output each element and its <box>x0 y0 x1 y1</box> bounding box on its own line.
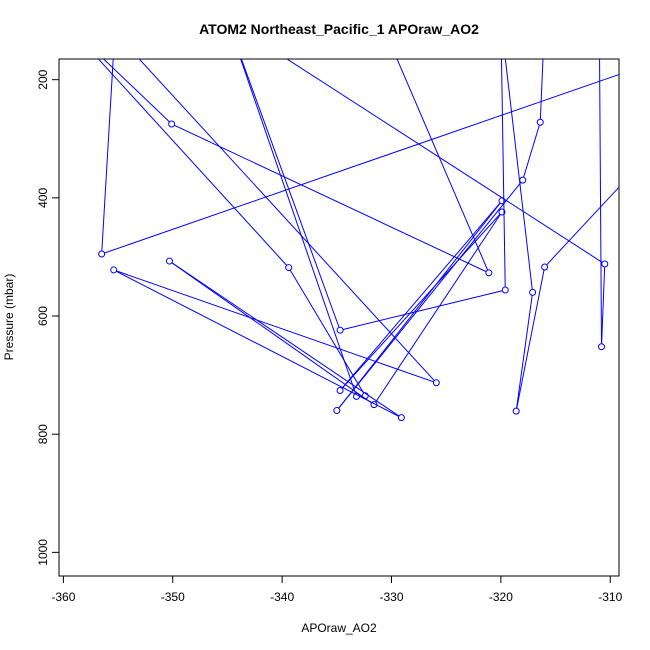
data-point <box>598 343 605 351</box>
data-point <box>529 288 537 296</box>
data-point <box>485 269 493 277</box>
y-tick-label: 400 <box>36 188 50 208</box>
data-point <box>596 18 602 24</box>
data-point <box>601 260 609 268</box>
data-point <box>336 386 344 394</box>
chart-title: ATOM2 Northeast_Pacific_1 APOraw_AO2 <box>199 21 479 37</box>
data-point <box>165 257 173 265</box>
data-point <box>498 208 506 216</box>
data-point <box>168 120 176 128</box>
y-tick-label: 600 <box>36 306 50 326</box>
data-point <box>542 18 548 24</box>
series-line-segment <box>601 267 606 344</box>
series-line-segment <box>240 59 356 394</box>
series-line-segment <box>286 59 603 263</box>
series-line-segment <box>523 124 540 178</box>
data-point <box>432 379 440 387</box>
data-point <box>112 29 118 35</box>
data-point <box>361 392 369 400</box>
series-line-segment <box>546 186 619 266</box>
y-tick-label: 200 <box>36 69 50 89</box>
x-tick-label: -340 <box>270 590 294 604</box>
series-line-segment <box>116 270 399 417</box>
x-axis-label: APOraw_AO2 <box>301 621 377 635</box>
x-tick-label: -310 <box>598 590 622 604</box>
series-line-segment <box>341 202 501 389</box>
series-line-segment <box>500 59 506 288</box>
x-tick-label: -360 <box>51 590 75 604</box>
data-point <box>285 264 293 272</box>
series-line-segment <box>116 270 434 383</box>
series-line-segment <box>171 262 372 404</box>
series-line-segment <box>289 269 365 394</box>
data-point <box>541 263 549 271</box>
x-tick-label: -320 <box>489 590 513 604</box>
y-axis-label: Pressure (mbar) <box>2 274 16 361</box>
series-line-segment <box>138 59 435 381</box>
data-point <box>60 18 66 24</box>
x-tick-label: -350 <box>161 590 185 604</box>
data-point <box>333 407 341 415</box>
data-layer <box>60 18 619 422</box>
series-line-segment <box>539 59 544 120</box>
series-line-segment <box>396 59 489 271</box>
data-point <box>110 266 118 274</box>
data-point <box>512 407 520 415</box>
data-point <box>397 414 405 422</box>
data-point <box>98 250 106 258</box>
series-line-segment <box>240 59 340 328</box>
x-axis: -360 -350 -340 -330 -320 -310 <box>51 575 623 604</box>
series-line-segment <box>338 182 522 409</box>
data-point <box>519 176 527 184</box>
series-line-segment <box>516 295 533 409</box>
series-line-segment <box>171 262 400 417</box>
x-tick-label: -330 <box>379 590 403 604</box>
series-line-segment <box>342 290 503 330</box>
y-tick-label: 1000 <box>36 539 50 566</box>
data-point <box>370 401 378 409</box>
series-line-segment <box>338 202 501 409</box>
data-point <box>336 326 344 334</box>
series-line-segment <box>104 73 619 254</box>
series-line-segment <box>102 59 170 123</box>
series-line-segment <box>375 214 501 403</box>
series-line-segment <box>97 59 288 266</box>
series-line-segment <box>599 59 602 344</box>
data-point <box>353 392 360 400</box>
data-point <box>498 197 506 205</box>
series-line-segment <box>341 213 501 389</box>
series-line-segment <box>101 59 114 252</box>
series-line-segment <box>516 269 545 409</box>
series-line-segment <box>174 124 487 273</box>
y-axis: 200 400 600 800 1000 <box>36 69 60 566</box>
data-point <box>498 18 504 24</box>
y-tick-label: 800 <box>36 424 50 444</box>
data-point <box>501 286 509 294</box>
data-point <box>536 118 544 126</box>
series-line-segment <box>504 59 533 290</box>
